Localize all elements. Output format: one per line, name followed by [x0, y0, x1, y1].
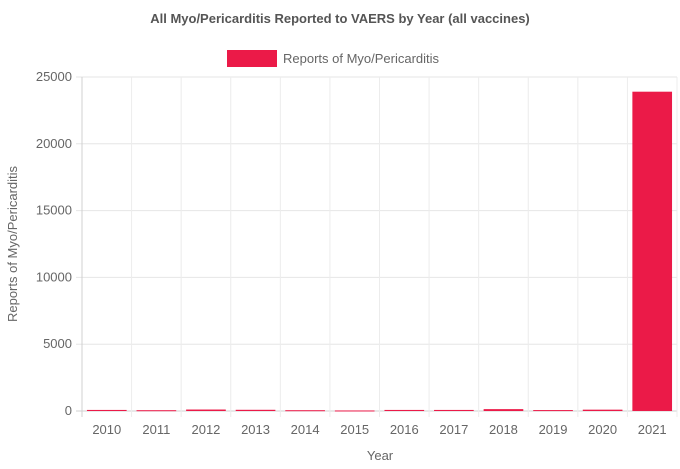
bar-2018	[483, 409, 524, 411]
chart-title: All Myo/Pericarditis Reported to VAERS b…	[150, 11, 530, 26]
x-tick-label: 2010	[92, 422, 121, 437]
bar-2016	[384, 409, 425, 411]
legend-label: Reports of Myo/Pericarditis	[283, 51, 440, 66]
grid-lines	[76, 76, 678, 417]
y-axis-title: Reports of Myo/Pericarditis	[5, 165, 20, 322]
bar-2019	[533, 410, 573, 412]
x-tick-label: 2013	[241, 422, 270, 437]
x-tick-label: 2011	[142, 422, 170, 437]
x-tick-label: 2019	[539, 422, 568, 437]
bar-2014	[285, 410, 325, 412]
y-tick-label: 5000	[43, 336, 72, 351]
bar-2010	[86, 409, 127, 411]
y-tick-label: 15000	[36, 203, 72, 218]
bar-2021	[632, 91, 673, 412]
y-axis: 0 5000 10000 15000 20000 25000	[36, 69, 72, 418]
legend[interactable]: Reports of Myo/Pericarditis	[227, 50, 440, 67]
bar-2017	[434, 409, 474, 411]
bar-2011	[136, 410, 177, 412]
y-tick-label: 0	[65, 403, 72, 418]
x-tick-label: 2014	[291, 422, 320, 437]
x-tick-label: 2021	[638, 422, 667, 437]
x-axis-title: Year	[367, 448, 394, 463]
x-tick-label: 2018	[489, 422, 518, 437]
x-tick-label: 2020	[588, 422, 617, 437]
bars	[86, 91, 673, 412]
legend-swatch	[227, 50, 277, 67]
bar-2013	[235, 409, 276, 411]
x-tick-label: 2017	[439, 422, 468, 437]
x-axis: 2010 2011 2012 2013 2014 2015 2016 2017 2018 2019…	[92, 422, 666, 437]
x-tick-label: 2016	[390, 422, 419, 437]
bar-2012	[186, 409, 226, 411]
bar-2020	[582, 409, 623, 411]
y-tick-label: 25000	[36, 69, 72, 84]
x-tick-label: 2012	[191, 422, 220, 437]
y-tick-label: 20000	[36, 136, 72, 151]
bar-2015	[334, 410, 375, 412]
x-tick-label: 2015	[340, 422, 369, 437]
y-tick-label: 10000	[36, 269, 72, 284]
